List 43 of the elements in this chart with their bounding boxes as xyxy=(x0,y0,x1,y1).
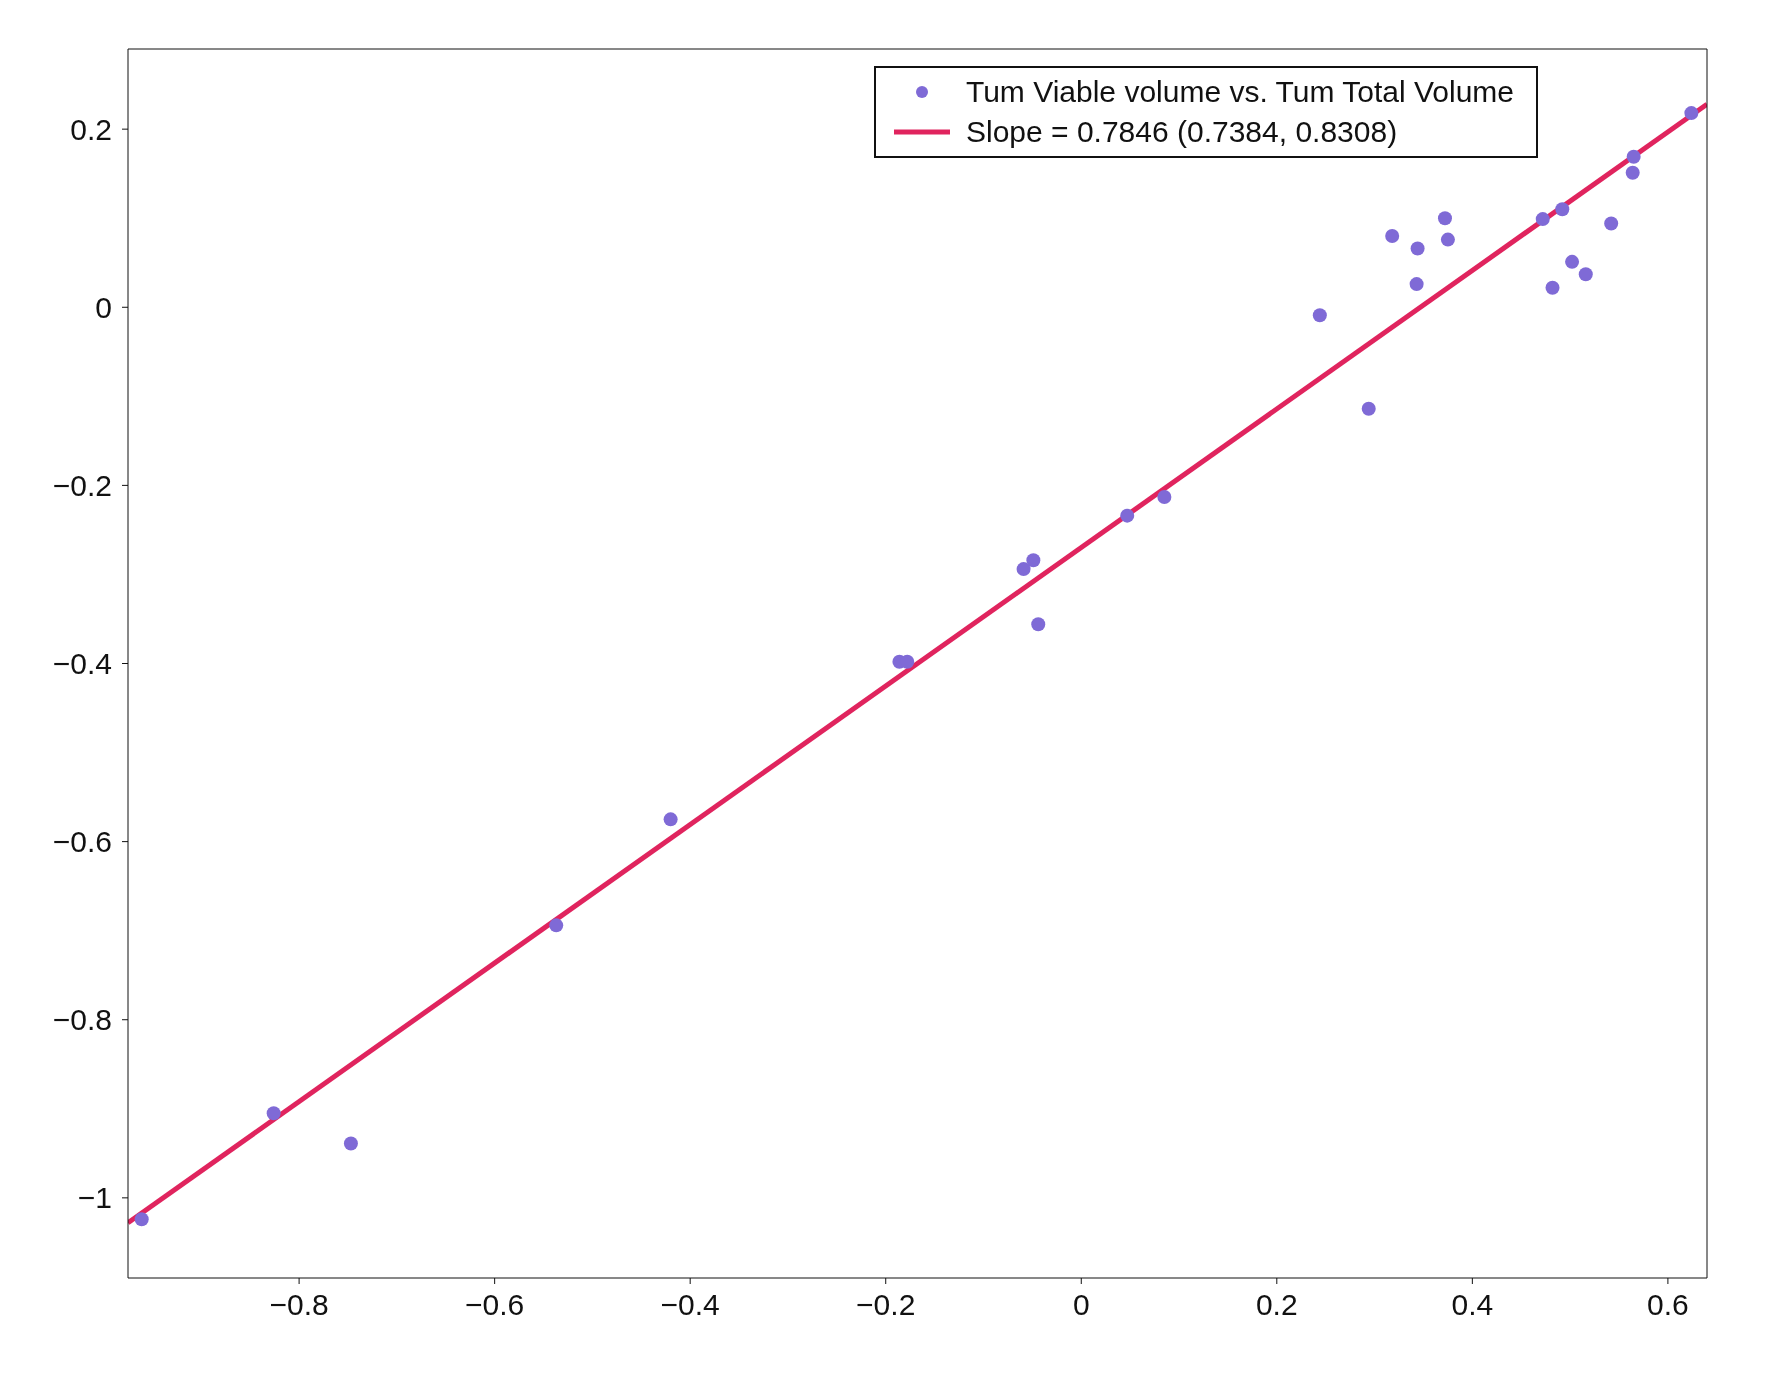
point xyxy=(1578,267,1593,282)
point xyxy=(1625,165,1640,180)
point xyxy=(1440,232,1455,247)
legend-label: Slope = 0.7846 (0.7384, 0.8308) xyxy=(965,114,1398,150)
y-tick-label: −0.6 xyxy=(52,825,112,859)
point xyxy=(549,918,564,933)
point xyxy=(1684,106,1699,121)
point xyxy=(1535,212,1550,227)
point xyxy=(134,1212,149,1227)
point xyxy=(1120,508,1135,523)
x-tick-label: −0.2 xyxy=(856,1288,916,1322)
point xyxy=(1410,241,1425,256)
point xyxy=(1016,562,1031,577)
point xyxy=(266,1106,281,1121)
point xyxy=(1385,229,1400,244)
point xyxy=(1437,211,1452,226)
point xyxy=(1026,553,1041,568)
point xyxy=(1409,277,1424,292)
point xyxy=(1361,401,1376,416)
x-tick-label: −0.8 xyxy=(269,1288,329,1322)
y-tick-label: −0.2 xyxy=(52,469,112,503)
point xyxy=(1545,280,1560,295)
x-tick-label: 0.2 xyxy=(1255,1288,1298,1322)
point xyxy=(1031,617,1046,632)
point xyxy=(1565,254,1580,269)
y-tick-label: −0.4 xyxy=(52,647,112,681)
x-tick-label: 0 xyxy=(1072,1288,1090,1322)
y-tick-label: 0 xyxy=(95,290,112,324)
point xyxy=(1604,216,1619,231)
legend-label: Tum Viable volume vs. Tum Total Volume xyxy=(965,74,1514,110)
x-tick-label: −0.4 xyxy=(660,1288,720,1322)
x-tick-label: −0.6 xyxy=(465,1288,525,1322)
y-tick-label: −1 xyxy=(77,1181,112,1215)
x-tick-label: 0.6 xyxy=(1647,1288,1689,1322)
point xyxy=(1626,149,1641,164)
point xyxy=(1312,308,1327,323)
x-tick-label: 0.4 xyxy=(1451,1288,1494,1322)
point xyxy=(1157,489,1172,504)
y-tick-label: −0.8 xyxy=(52,1003,112,1037)
y-tick-label: 0.2 xyxy=(70,112,112,146)
point xyxy=(1555,202,1570,217)
point xyxy=(663,812,678,827)
point xyxy=(343,1136,358,1151)
